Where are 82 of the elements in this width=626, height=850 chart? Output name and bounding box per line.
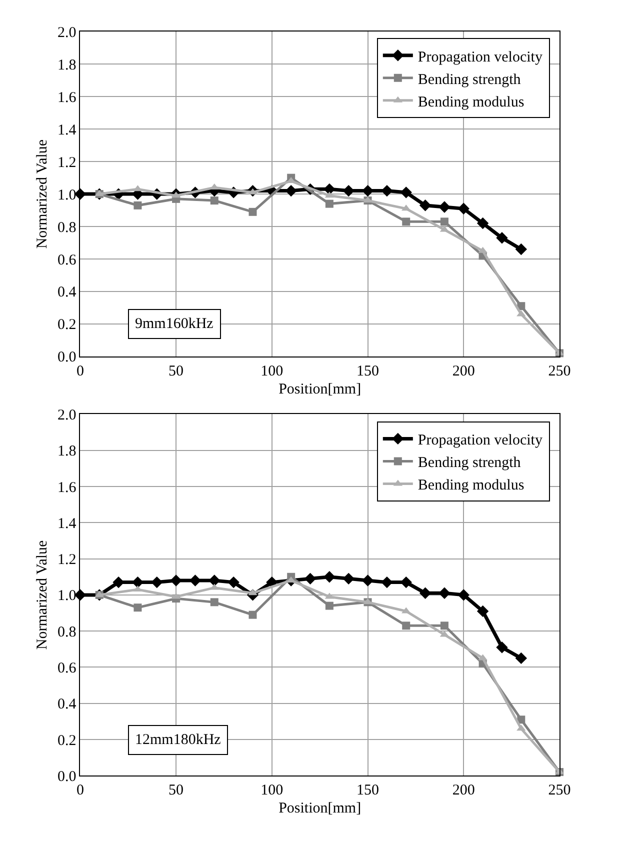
x-tick-label: 50 (168, 363, 184, 380)
y-tick-label: 1.2 (57, 552, 76, 568)
point (419, 587, 432, 599)
x-tick-label: 100 (260, 782, 284, 799)
x-tick-label: 200 (452, 782, 475, 799)
point (248, 610, 257, 619)
y-tick-label: 0.4 (57, 284, 77, 301)
legend-label: Bending modulus (418, 94, 524, 110)
point (438, 587, 450, 599)
point (438, 201, 450, 213)
x-axis-title: Position[mm] (278, 800, 362, 817)
point (496, 641, 508, 654)
y-tick-label: 1.6 (57, 480, 77, 496)
point (210, 598, 218, 606)
point (151, 576, 163, 588)
point (112, 576, 124, 588)
y-tick-label: 0.4 (57, 696, 77, 713)
x-axis-title: Position[mm] (278, 381, 362, 398)
y-tick-label: 0.8 (57, 624, 76, 640)
point (440, 218, 448, 226)
y-tick-label: 0.0 (57, 350, 76, 366)
point (400, 186, 412, 198)
point (304, 572, 316, 585)
point (170, 574, 182, 586)
y-tick-label: 1.2 (57, 154, 76, 171)
y-tick-label: 1.0 (57, 588, 76, 604)
y-tick-label: 0.6 (57, 660, 77, 676)
y-tick-label: 0.8 (57, 220, 76, 236)
point (210, 196, 218, 205)
point (402, 622, 410, 630)
point (515, 243, 527, 256)
x-tick-label: 0 (76, 782, 84, 799)
legend-label: Propagation velocity (418, 432, 543, 449)
y-tick-label: 1.6 (57, 90, 77, 106)
x-tick-label: 200 (452, 363, 475, 380)
point (440, 622, 448, 630)
point (381, 184, 393, 197)
legend-label: Bending strength (418, 455, 522, 472)
annotation: 9mm160kHz (135, 316, 214, 332)
point (419, 200, 432, 212)
point (342, 572, 354, 585)
point (325, 602, 334, 610)
point (325, 200, 334, 208)
legend-label: Propagation velocity (418, 49, 543, 66)
x-tick-label: 50 (168, 782, 184, 799)
point (228, 576, 240, 588)
point (476, 217, 489, 230)
y-axis-title: Normarized Value (34, 540, 51, 650)
x-tick-label: 100 (260, 363, 284, 380)
point (458, 202, 470, 215)
y-tick-label: 1.0 (57, 187, 76, 204)
y-tick-label: 2.0 (57, 24, 76, 41)
y-axis-title: Normarized Value (34, 139, 51, 249)
x-tick-label: 150 (356, 782, 380, 799)
point (458, 589, 470, 601)
point (134, 201, 142, 210)
legend-label: Bending modulus (418, 478, 524, 494)
x-tick-label: 250 (548, 782, 571, 799)
point (402, 218, 410, 226)
point (476, 605, 489, 618)
y-tick-label: 1.8 (57, 444, 76, 460)
y-tick-label: 1.4 (57, 516, 77, 532)
y-tick-label: 1.8 (57, 57, 76, 74)
x-tick-label: 0 (76, 363, 84, 380)
point (248, 208, 257, 216)
y-tick-label: 0.2 (57, 732, 76, 749)
point (342, 184, 354, 197)
y-tick-label: 0.0 (57, 768, 76, 785)
point (208, 574, 220, 586)
y-tick-label: 1.4 (57, 122, 77, 138)
legend-label: Bending strength (418, 72, 522, 88)
y-tick-label: 2.0 (57, 407, 76, 424)
x-tick-label: 150 (356, 363, 380, 380)
y-tick-label: 0.2 (57, 317, 76, 334)
point (134, 604, 142, 612)
point (324, 571, 336, 583)
annotation: 12mm180kHz (135, 732, 222, 748)
y-tick-label: 0.6 (57, 252, 77, 268)
point (515, 652, 527, 664)
point (496, 232, 508, 244)
point (362, 574, 374, 586)
x-tick-label: 250 (548, 363, 571, 380)
